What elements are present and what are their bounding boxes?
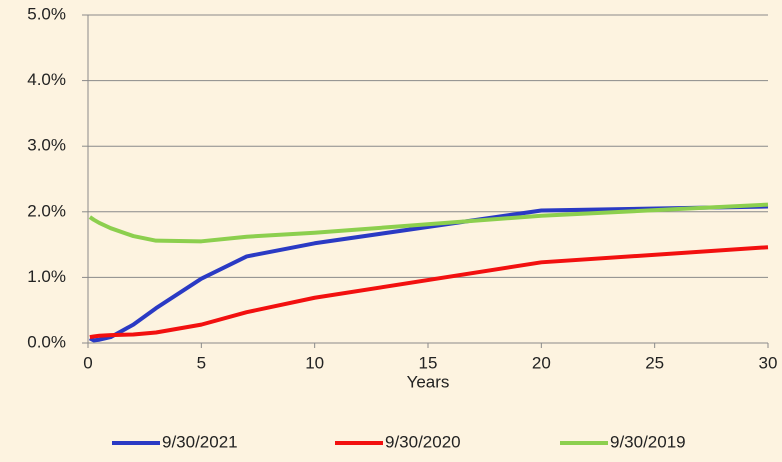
x-tick-label: 0 [83,353,92,372]
y-tick-label: 2.0% [27,201,66,220]
x-tick-label: 10 [305,353,324,372]
x-axis-label: Years [407,372,450,391]
x-tick-label: 20 [532,353,551,372]
y-tick-label: 5.0% [27,4,66,23]
legend-label: 9/30/2020 [385,432,461,451]
x-tick-label: 25 [645,353,664,372]
legend-label: 9/30/2021 [162,432,238,451]
y-tick-label: 4.0% [27,70,66,89]
y-tick-label: 1.0% [27,267,66,286]
x-tick-label: 30 [759,353,778,372]
series-line [88,204,769,343]
series-line [88,202,769,244]
y-tick-label: 3.0% [27,136,66,155]
x-tick-label: 5 [197,353,206,372]
y-tick-label: 0.0% [27,332,66,351]
x-tick-label: 15 [419,353,438,372]
legend-label: 9/30/2019 [610,432,686,451]
series-line [89,245,769,340]
